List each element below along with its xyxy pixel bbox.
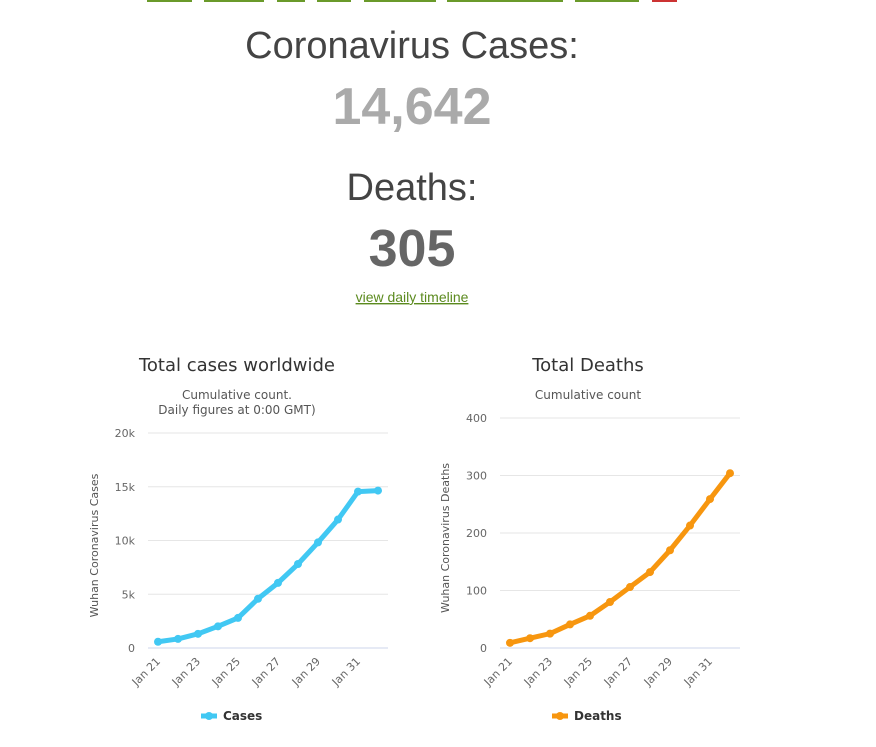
data-point — [174, 634, 182, 643]
x-tick-label: Jan 29 — [289, 655, 323, 689]
timeline-link[interactable]: view daily timeline — [356, 289, 469, 305]
nav-button[interactable] — [575, 0, 639, 2]
data-point — [194, 629, 202, 638]
x-tick-label: Jan 25 — [561, 655, 595, 689]
nav-button[interactable] — [652, 0, 677, 2]
data-point — [666, 546, 674, 555]
nav-button[interactable] — [147, 0, 192, 2]
y-tick-label: 20k — [115, 427, 136, 440]
chart-subtitle: Cumulative count — [535, 388, 641, 402]
x-tick-label: Jan 23 — [521, 655, 555, 689]
data-point — [546, 629, 554, 638]
nav-buttons — [147, 0, 677, 2]
data-point — [626, 583, 634, 592]
y-tick-label: 300 — [466, 470, 487, 483]
cases-label: Coronavirus Cases: — [245, 25, 579, 67]
data-point — [526, 634, 534, 643]
data-point — [706, 495, 714, 504]
legend-symbol — [205, 712, 213, 720]
data-point — [726, 469, 734, 478]
nav-button[interactable] — [317, 0, 351, 2]
deaths-label: Deaths: — [347, 167, 478, 209]
x-tick-label: Jan 29 — [641, 655, 675, 689]
series-line — [507, 470, 733, 646]
y-axis-label: Wuhan Coronavirus Cases — [88, 473, 101, 617]
y-axis-label: Wuhan Coronavirus Deaths — [439, 463, 452, 613]
chart: Total cases worldwide Cumulative count.Da… — [88, 355, 388, 723]
deaths-value: 305 — [369, 220, 456, 278]
data-point — [374, 486, 382, 495]
y-tick-label: 5k — [122, 588, 136, 601]
nav-button[interactable] — [447, 0, 563, 2]
data-point — [354, 487, 362, 496]
y-tick-label: 400 — [466, 412, 487, 425]
data-point — [274, 578, 282, 587]
data-point — [254, 594, 262, 603]
x-tick-label: Jan 21 — [481, 655, 515, 689]
data-point — [334, 515, 342, 524]
y-tick-label: 200 — [466, 527, 487, 540]
legend-label: Deaths — [574, 709, 622, 723]
data-point — [234, 613, 242, 622]
x-tick-label: Jan 27 — [249, 655, 283, 689]
x-tick-label: Jan 31 — [329, 655, 363, 689]
nav-button[interactable] — [204, 0, 264, 2]
y-tick-label: 10k — [115, 535, 136, 548]
legend-label: Cases — [223, 709, 262, 723]
series-line — [155, 488, 381, 645]
data-point — [566, 620, 574, 629]
nav-button[interactable] — [364, 0, 436, 2]
chart-subtitle: Daily figures at 0:00 GMT) — [158, 403, 315, 417]
y-tick-label: 15k — [115, 481, 136, 494]
data-point — [506, 638, 514, 647]
x-tick-label: Jan 21 — [129, 655, 163, 689]
chart-subtitle: Cumulative count. — [182, 388, 292, 402]
legend-symbol — [556, 712, 564, 720]
data-point — [686, 521, 694, 530]
data-point — [314, 538, 322, 547]
cases-value: 14,642 — [332, 78, 491, 136]
chart-title: Total Deaths — [531, 355, 644, 376]
y-tick-label: 100 — [466, 585, 487, 598]
data-point — [294, 560, 302, 569]
x-tick-label: Jan 25 — [209, 655, 243, 689]
chart: Total Deaths Cumulative count Wuhan Corona… — [439, 355, 740, 723]
x-tick-label: Jan 23 — [169, 655, 203, 689]
data-point — [586, 611, 594, 620]
x-tick-label: Jan 27 — [601, 655, 635, 689]
data-point — [606, 598, 614, 606]
y-tick-label: 0 — [480, 642, 487, 655]
data-point — [646, 568, 654, 577]
data-point — [214, 622, 222, 631]
y-tick-label: 0 — [128, 642, 135, 655]
chart-title: Total cases worldwide — [138, 355, 335, 376]
data-point — [154, 637, 162, 646]
nav-button[interactable] — [277, 0, 305, 2]
x-tick-label: Jan 31 — [681, 655, 715, 689]
